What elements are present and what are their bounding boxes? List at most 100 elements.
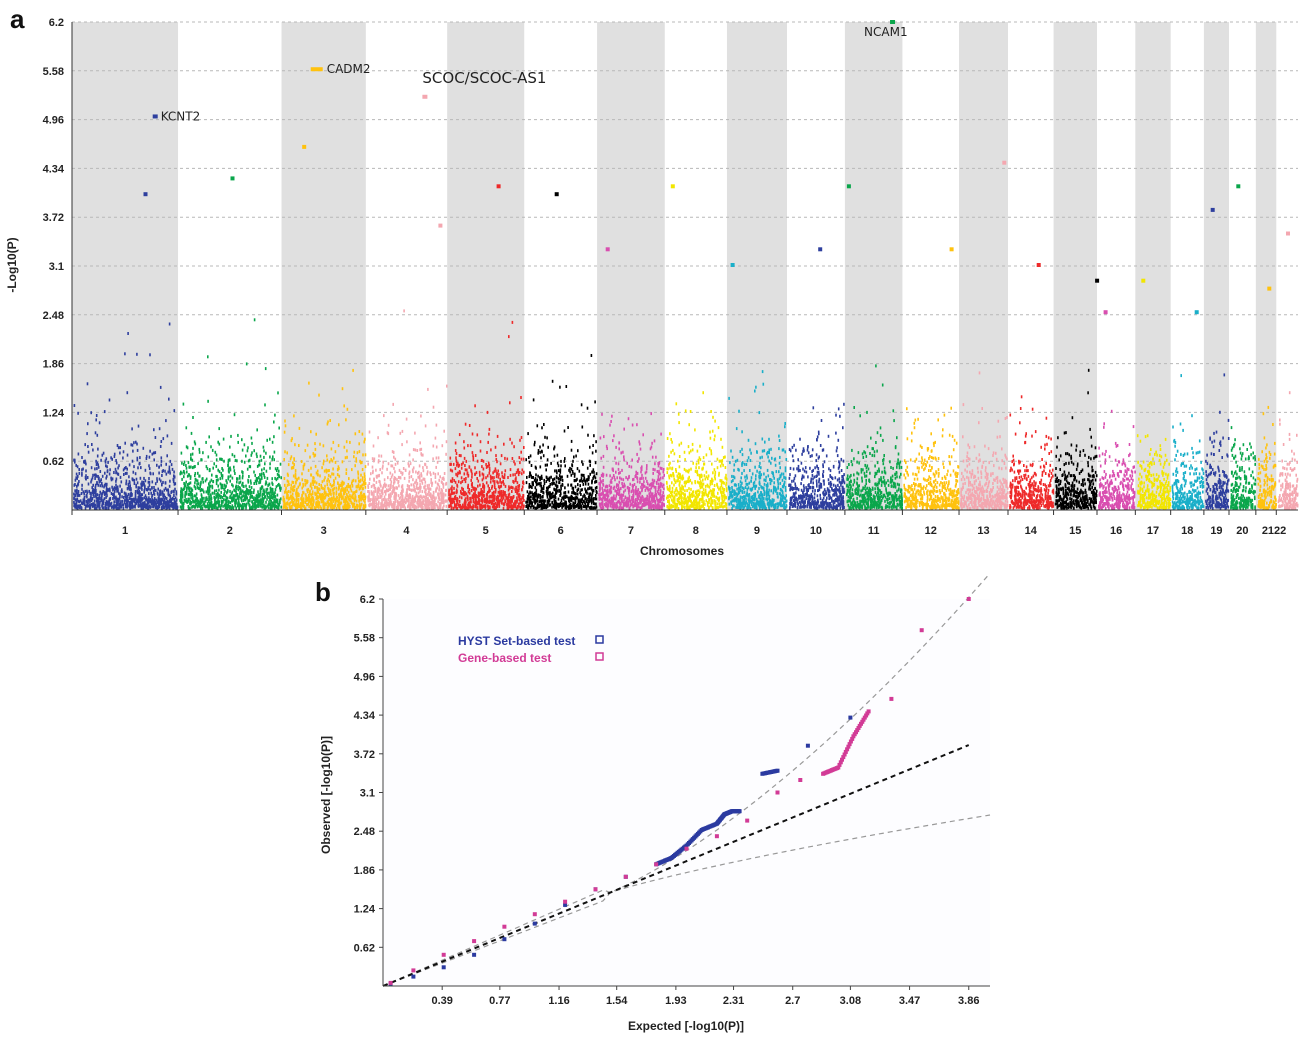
snp-point — [232, 484, 234, 488]
snp-point — [556, 453, 559, 457]
snp-point — [393, 496, 396, 500]
snp-point — [548, 479, 551, 483]
snp-point — [509, 500, 511, 504]
snp-point — [136, 498, 138, 502]
snp-point — [255, 498, 258, 502]
snp-point — [302, 482, 304, 486]
snp-point — [433, 496, 435, 500]
snp-point — [623, 427, 625, 431]
snp-point — [152, 505, 155, 509]
snp-point — [612, 498, 614, 502]
snp-point — [140, 486, 143, 490]
snp-point — [269, 498, 271, 502]
snp-point — [283, 503, 285, 507]
snp-point — [395, 497, 397, 501]
snp-point — [93, 488, 96, 492]
snp-point — [332, 488, 335, 491]
snp-point — [171, 502, 174, 506]
snp-point — [500, 490, 503, 493]
snp-point — [207, 455, 210, 459]
snp-point — [347, 490, 350, 494]
snp-point — [432, 500, 434, 504]
snp-point — [123, 499, 126, 503]
snp-point — [516, 496, 518, 500]
snp-point — [392, 501, 395, 505]
snp-point — [476, 477, 478, 480]
snp-point — [487, 484, 489, 488]
snp-point — [185, 489, 188, 493]
snp-point — [79, 499, 82, 503]
snp-point — [224, 489, 226, 493]
snp-point — [623, 482, 625, 486]
snp-point — [496, 502, 499, 506]
snp-point — [148, 455, 151, 459]
snp-point — [418, 470, 420, 474]
snp-point — [477, 484, 479, 488]
snp-point — [312, 476, 314, 480]
snp-point — [484, 497, 486, 501]
snp-point — [175, 492, 178, 496]
snp-point — [549, 495, 552, 499]
snp-point — [103, 506, 105, 510]
snp-point — [574, 505, 576, 509]
snp-point — [94, 431, 97, 435]
snp-point — [263, 506, 265, 510]
snp-point — [381, 501, 383, 504]
snp-point — [549, 491, 551, 495]
snp-point — [591, 470, 594, 474]
snp-point — [521, 496, 523, 499]
snp-point — [433, 504, 436, 508]
snp-point — [492, 471, 494, 475]
snp-point — [347, 497, 350, 501]
snp-point — [181, 495, 184, 499]
snp-point — [423, 503, 426, 507]
snp-point — [464, 497, 467, 501]
snp-point — [219, 457, 221, 461]
snp-point — [339, 502, 342, 506]
snp-point — [329, 497, 331, 501]
snp-point — [382, 460, 384, 464]
snp-point — [576, 502, 579, 506]
snp-point — [215, 482, 218, 486]
snp-point — [134, 503, 137, 507]
snp-point — [142, 446, 145, 450]
snp-point — [432, 491, 435, 495]
snp-point — [367, 495, 369, 499]
snp-point — [330, 484, 333, 488]
snp-point — [457, 471, 459, 475]
snp-point — [259, 500, 262, 504]
snp-point — [466, 496, 469, 500]
snp-point — [522, 457, 525, 461]
snp-point — [136, 456, 139, 460]
snp-point — [312, 452, 315, 456]
snp-point — [353, 497, 355, 501]
snp-point — [531, 491, 533, 495]
snp-point — [609, 504, 612, 508]
snp-point — [243, 490, 245, 494]
snp-point — [335, 492, 338, 496]
snp-point — [475, 494, 477, 497]
snp-point — [474, 454, 477, 457]
snp-point — [374, 489, 377, 493]
snp-point — [175, 490, 178, 494]
snp-point — [147, 480, 150, 484]
snp-point — [413, 488, 415, 492]
snp-point — [296, 494, 299, 498]
snp-point — [291, 488, 294, 492]
snp-point — [316, 489, 319, 493]
snp-point — [312, 480, 314, 483]
snp-point — [305, 497, 307, 500]
snp-point — [401, 494, 404, 498]
snp-point — [383, 501, 386, 505]
snp-point — [188, 482, 190, 486]
snp-point — [410, 503, 413, 507]
snp-point — [464, 464, 466, 467]
snp-point — [641, 473, 643, 477]
snp-point — [197, 501, 199, 505]
snp-point — [87, 504, 90, 508]
snp-point — [580, 505, 583, 509]
snp-point — [636, 423, 638, 427]
snp-point — [189, 481, 192, 485]
snp-point — [441, 444, 444, 448]
snp-point — [592, 506, 595, 510]
